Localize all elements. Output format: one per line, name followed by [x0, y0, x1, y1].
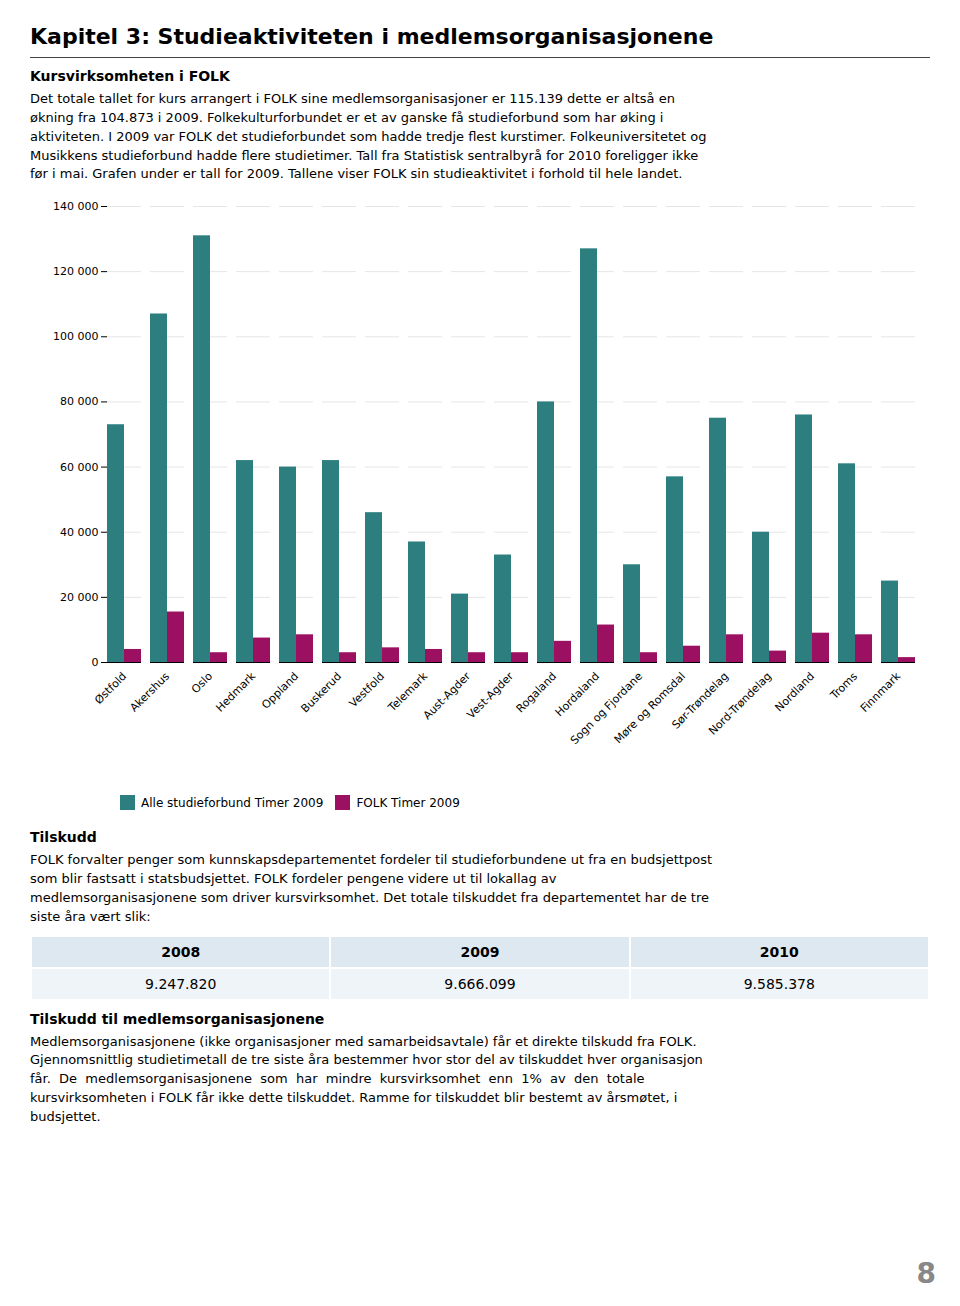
html-text:8: 8	[916, 1257, 936, 1290]
svg-text:Akershus: Akershus	[127, 670, 172, 715]
svg-text:Troms: Troms	[827, 670, 860, 703]
svg-text:0: 0	[92, 656, 99, 669]
html-text:Det totale tallet for kurs arr: Det totale tallet for kurs arrangert i F…	[30, 91, 707, 182]
html-text:9.666.099: 9.666.099	[444, 975, 516, 992]
html-text:2009: 2009	[460, 943, 500, 960]
html-text:FOLK Timer 2009: FOLK Timer 2009	[356, 795, 460, 810]
svg-text:Buskerud: Buskerud	[299, 670, 345, 716]
svg-text:40 000: 40 000	[60, 526, 99, 539]
svg-text:Rogaland: Rogaland	[514, 670, 560, 716]
html-text:Alle studieforbund Timer 2009: Alle studieforbund Timer 2009	[141, 795, 324, 810]
svg-text:Vest-Agder: Vest-Agder	[464, 670, 516, 722]
html-text:9.585.378: 9.585.378	[743, 975, 815, 992]
svg-text:100 000: 100 000	[53, 331, 99, 344]
html-text:Tilskudd til medlemsorganisasj: Tilskudd til medlemsorganisasjonene	[30, 1010, 325, 1027]
svg-text:Sør-Trøndelag: Sør-Trøndelag	[669, 670, 732, 732]
svg-text:Oslo: Oslo	[189, 670, 215, 696]
svg-text:Sogn og Fjordane: Sogn og Fjordane	[568, 670, 645, 747]
svg-text:Vestfold: Vestfold	[347, 670, 387, 710]
svg-text:Nordland: Nordland	[773, 670, 818, 715]
svg-text:Telemark: Telemark	[385, 670, 431, 716]
svg-text:80 000: 80 000	[60, 396, 99, 409]
svg-text:60 000: 60 000	[60, 461, 99, 474]
html-text:9.247.820: 9.247.820	[145, 975, 217, 992]
svg-text:Østfold: Østfold	[92, 670, 129, 707]
html-text:Kursvirksomheten i FOLK: Kursvirksomheten i FOLK	[30, 68, 230, 84]
html-text:FOLK forvalter penger som kunn: FOLK forvalter penger som kunnskapsdepar…	[30, 852, 712, 924]
html-text:2010: 2010	[759, 943, 799, 960]
svg-text:Hedmark: Hedmark	[213, 670, 258, 715]
svg-text:Aust-Agder: Aust-Agder	[420, 670, 474, 723]
svg-text:Finnmark: Finnmark	[858, 670, 904, 716]
html-text:Kapitel 3: Studieaktiviteten i: Kapitel 3: Studieaktiviteten i medlemsor…	[30, 24, 714, 49]
svg-text:Møre og Romsdal: Møre og Romsdal	[612, 670, 688, 746]
svg-text:20 000: 20 000	[60, 591, 99, 604]
svg-text:140 000: 140 000	[53, 200, 99, 213]
svg-text:Hordaland: Hordaland	[552, 670, 603, 720]
svg-text:Nord-Trøndelag: Nord-Trøndelag	[706, 670, 774, 738]
svg-text:Oppland: Oppland	[259, 670, 301, 712]
svg-text:120 000: 120 000	[53, 265, 99, 278]
html-text:2008: 2008	[161, 943, 201, 960]
html-text:Medlemsorganisasjonene (ikke o: Medlemsorganisasjonene (ikke organisasjo…	[30, 1033, 703, 1124]
html-text:Tilskudd: Tilskudd	[30, 829, 97, 846]
